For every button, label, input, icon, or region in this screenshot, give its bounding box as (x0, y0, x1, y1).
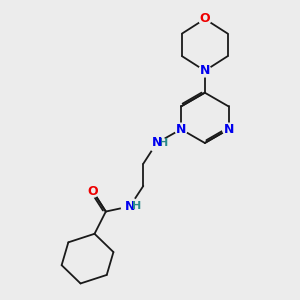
Text: O: O (200, 13, 210, 26)
Text: O: O (87, 184, 98, 198)
Text: N: N (176, 123, 186, 136)
Circle shape (87, 185, 99, 197)
Circle shape (175, 123, 187, 135)
Text: H: H (159, 138, 168, 148)
Text: N: N (125, 200, 135, 213)
Circle shape (223, 123, 235, 135)
Text: N: N (200, 64, 210, 77)
Circle shape (151, 137, 163, 149)
Text: N: N (224, 123, 234, 136)
Circle shape (148, 134, 165, 152)
Circle shape (199, 13, 211, 25)
Text: H: H (132, 201, 141, 212)
Text: N: N (152, 136, 162, 149)
Circle shape (199, 65, 211, 77)
Circle shape (122, 198, 138, 215)
Circle shape (124, 200, 136, 212)
